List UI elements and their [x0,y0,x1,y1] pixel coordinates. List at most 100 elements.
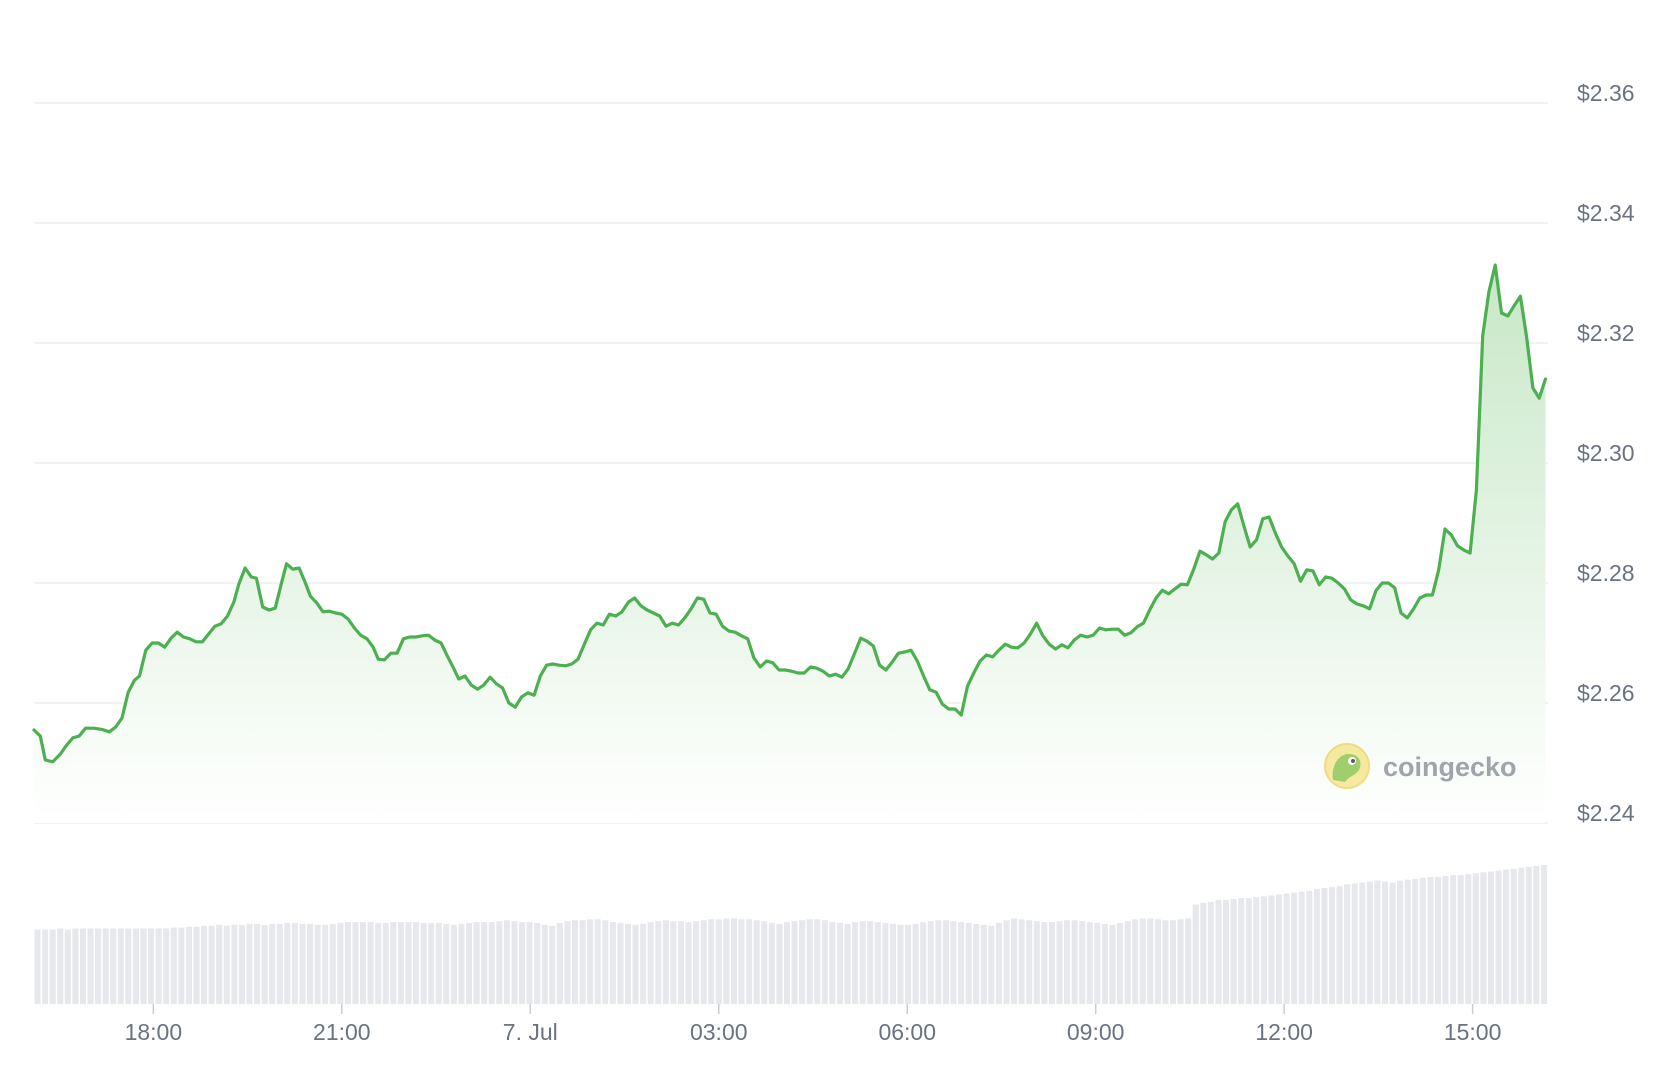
volume-bar [1101,923,1108,1004]
volume-bar [1064,920,1071,1004]
volume-bar [579,920,586,1004]
volume-bar [897,924,904,1004]
volume-bar [1026,920,1033,1004]
volume-bar [72,928,79,1004]
volume-bar [1215,899,1222,1004]
volume-bar [1283,893,1290,1004]
volume-bar [905,924,912,1004]
volume-bar [1132,919,1139,1004]
volume-bar [1056,921,1063,1004]
volume-bar [783,922,790,1004]
volume-bar [1306,890,1313,1004]
volume-bar [488,922,495,1004]
volume-bar [208,925,215,1004]
volume-bar [231,924,238,1004]
volume-bar [1404,879,1411,1004]
price-line[interactable] [32,263,1548,764]
volume-bar [799,920,806,1004]
volume-bar [677,921,685,1004]
x-tick-label: 15:00 [1444,1019,1502,1045]
volume-bar [534,922,541,1004]
volume-bar [254,923,261,1004]
volume-bar [1079,921,1086,1004]
volume-bar [1124,921,1131,1004]
volume-bar [1094,922,1101,1004]
volume-bar [1510,868,1517,1004]
volume-bar [942,920,949,1004]
volume-bar [693,921,700,1004]
volume-bar [609,922,616,1004]
volume-bar [1041,922,1048,1004]
volume-bar [148,928,155,1004]
price-area-fill [34,265,1546,823]
volume-bar [1450,875,1457,1004]
x-tick-label: 09:00 [1067,1019,1125,1045]
volume-bar [655,921,662,1004]
volume-bar [428,922,435,1004]
volume-bar [1222,899,1230,1004]
x-tick-label: 21:00 [313,1019,371,1045]
y-tick-label: $2.30 [1577,440,1635,466]
volume-bar [299,923,306,1004]
volume-bar [49,929,56,1004]
x-tick-label: 06:00 [878,1019,936,1045]
volume-bar [814,919,821,1004]
volume-bar [443,923,450,1004]
volume-bar [1200,902,1207,1004]
volume-bar [1313,888,1320,1004]
volume-bar [1298,891,1305,1004]
volume-bar [1366,881,1373,1004]
y-tick-label: $2.34 [1577,200,1635,226]
volume-bar [882,922,889,1004]
volume-bar [624,923,632,1004]
volume-bar [1291,892,1298,1004]
volume-bar [473,922,480,1004]
volume-bar [723,918,730,1004]
volume-bar [481,922,488,1004]
volume-bar [1487,871,1495,1004]
y-tick-label: $2.28 [1577,560,1635,586]
volume-bar [246,923,253,1004]
volume-bar [874,922,881,1004]
volume-bar [715,919,722,1004]
volume-bar [980,924,987,1004]
volume-bar [1245,898,1252,1004]
volume-bar [587,919,594,1004]
volume-bar [647,922,654,1004]
volume-bar [1434,876,1442,1004]
volume-bar [1048,922,1055,1004]
volume-bar [284,922,291,1004]
volume-bar [958,922,965,1004]
volume-bar [261,924,268,1004]
volume-bar [42,929,49,1004]
volume-bar [1207,901,1214,1004]
volume-bar [1139,918,1146,1004]
volume-bar [1321,888,1328,1004]
volume-bar [920,922,927,1004]
volume-bar [640,923,647,1004]
volume-bar [1147,918,1154,1004]
volume-bar [594,919,601,1004]
coingecko-gecko-logo-icon [1324,743,1370,789]
volume-bar [685,922,692,1004]
volume-bar [397,922,404,1004]
volume-bar [1533,865,1540,1004]
volume-bar [201,925,208,1004]
volume-bar [458,923,465,1004]
volume-bar [496,921,503,1004]
volume-bar [708,919,715,1004]
volume-bar [1540,865,1547,1004]
volume-bar [1260,896,1267,1004]
volume-bar [518,922,526,1004]
volume-bar [1253,897,1260,1004]
volume-bar [465,922,473,1004]
volume-bar [511,921,518,1004]
volume-bar [110,928,117,1004]
volume-bar [730,918,738,1004]
volume-bar [541,924,548,1004]
volume-bars [34,865,1547,1004]
volume-bar [1328,887,1336,1004]
volume-bar [821,920,828,1004]
